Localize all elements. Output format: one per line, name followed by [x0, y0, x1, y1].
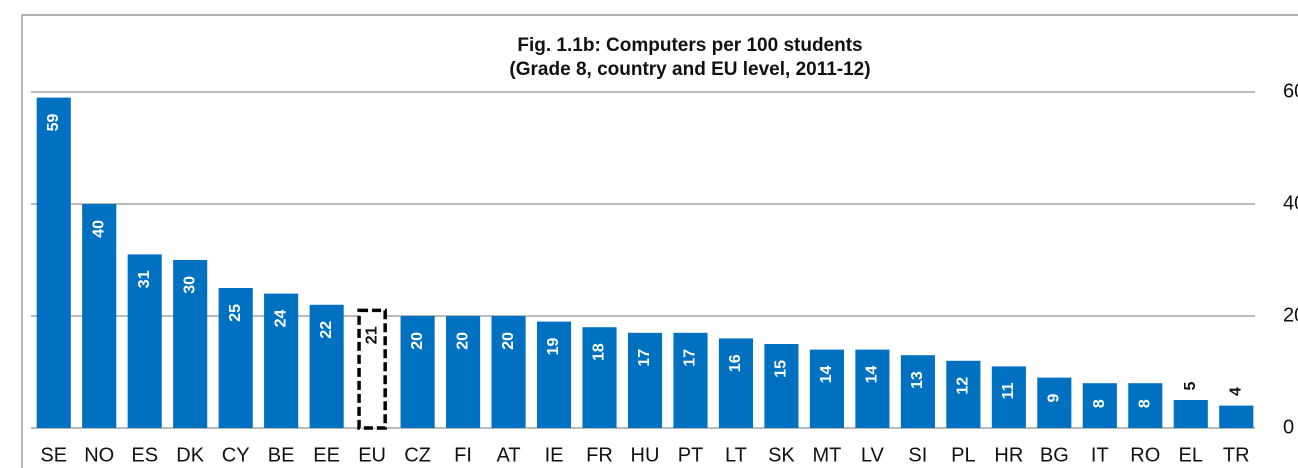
x-tick-label: DK: [176, 444, 204, 466]
value-label: 20: [500, 332, 517, 350]
x-tick-label: EL: [1179, 444, 1203, 466]
value-label: 14: [818, 365, 835, 383]
value-label: 17: [682, 349, 699, 367]
x-tick-label: EE: [313, 444, 340, 466]
value-label: 9: [1046, 394, 1063, 403]
value-label: 5: [1182, 381, 1199, 390]
bar: [536, 321, 572, 428]
value-label: 8: [1137, 399, 1154, 408]
x-tick-label: IE: [545, 444, 564, 466]
x-tick-label: BG: [1040, 444, 1069, 466]
bar: [809, 349, 844, 428]
bar: [127, 254, 162, 428]
value-label: 22: [318, 321, 335, 339]
bar: [446, 316, 481, 428]
bar: [82, 204, 117, 428]
value-label: 18: [591, 343, 608, 361]
chart-subtitle: (Grade 8, country and EU level, 2011-12): [509, 59, 870, 80]
value-label: 15: [773, 360, 790, 378]
bar: [491, 316, 526, 428]
bar: [218, 288, 253, 428]
x-tick-label: FI: [454, 444, 472, 466]
value-label: 31: [136, 270, 153, 288]
value-label: 8: [1091, 399, 1108, 408]
x-tick-label: ES: [131, 444, 158, 466]
bar: [627, 332, 663, 428]
bar: [1128, 383, 1163, 428]
x-tick-label: IT: [1091, 444, 1109, 466]
x-tick-label: CY: [222, 444, 250, 466]
bar: [582, 327, 617, 428]
y-tick-label: 0: [1283, 416, 1294, 438]
bar: [1037, 377, 1072, 428]
bar: [1173, 400, 1208, 428]
x-tick-label: HU: [631, 444, 660, 466]
x-tick-label: AT: [497, 444, 521, 466]
value-label: 30: [181, 276, 198, 294]
bar: [264, 293, 299, 428]
value-label: 20: [409, 332, 426, 350]
value-label: 24: [272, 309, 289, 327]
value-label: 11: [1000, 382, 1017, 399]
bar: [900, 355, 935, 428]
x-tick-label: RO: [1130, 444, 1160, 466]
bar: [718, 338, 754, 428]
chart-title: Fig. 1.1b: Computers per 100 students: [517, 35, 862, 56]
value-label: 59: [45, 113, 62, 131]
y-tick-label: 40: [1283, 192, 1298, 214]
bar: [36, 97, 71, 428]
x-tick-label: LT: [725, 444, 747, 466]
x-tick-label: TR: [1223, 444, 1250, 466]
bar: [946, 360, 981, 428]
value-label: 20: [454, 332, 471, 350]
bar: [991, 366, 1026, 428]
x-tick-label: HR: [994, 444, 1023, 466]
x-tick-label: LV: [861, 444, 885, 466]
x-tick-label: SE: [40, 444, 67, 466]
value-label: 21: [363, 326, 380, 344]
bar: [1219, 405, 1254, 428]
x-tick-label: SK: [768, 444, 795, 466]
value-label: 19: [545, 337, 562, 355]
bar: [764, 344, 799, 428]
value-label: 16: [727, 354, 744, 372]
x-tick-label: PL: [951, 444, 975, 466]
x-tick-label: CZ: [404, 444, 431, 466]
x-tick-label: NO: [84, 444, 114, 466]
x-tick-label: EU: [358, 444, 386, 466]
value-label: 4: [1227, 387, 1244, 396]
y-tick-label: 20: [1283, 304, 1298, 326]
bar: [173, 260, 208, 428]
bar: [855, 349, 890, 428]
bar: [1082, 383, 1117, 428]
chart-frame: [21, 14, 1298, 468]
x-tick-label: MT: [812, 444, 841, 466]
x-tick-label: BE: [268, 444, 295, 466]
bar: [673, 332, 708, 428]
x-tick-label: FR: [586, 444, 613, 466]
value-label: 25: [227, 304, 244, 322]
bar: [400, 316, 435, 428]
bar: [309, 304, 344, 428]
value-label: 13: [909, 371, 926, 389]
bar: [357, 308, 387, 430]
value-label: 12: [955, 377, 972, 395]
value-label: 17: [636, 349, 653, 367]
value-label: 40: [90, 220, 107, 238]
y-tick-label: 60: [1283, 80, 1298, 102]
x-tick-label: SI: [908, 444, 927, 466]
value-label: 14: [864, 365, 881, 383]
x-tick-label: PT: [678, 444, 704, 466]
